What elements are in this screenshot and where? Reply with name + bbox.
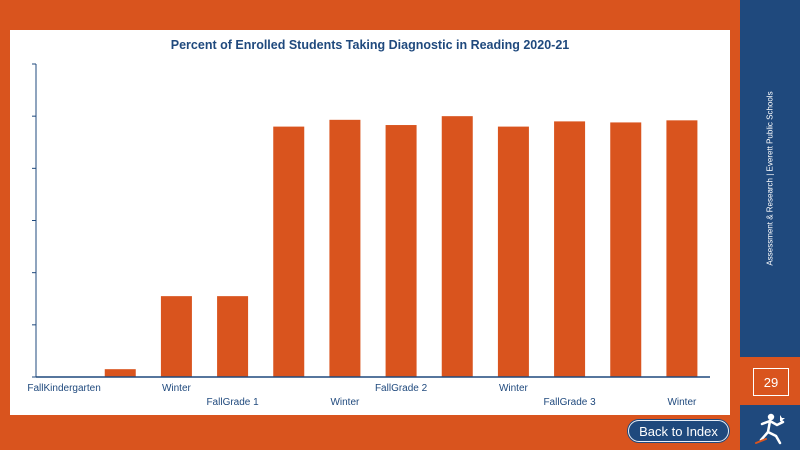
- bar: [385, 125, 417, 377]
- page-number: 29: [753, 368, 789, 396]
- bar: [104, 369, 136, 377]
- x-tick-label: FallKindergarten: [27, 383, 100, 394]
- chart-panel: Percent of Enrolled Students Taking Diag…: [10, 30, 730, 415]
- x-tick-label: Winter: [330, 397, 360, 408]
- runner-logo-icon: [755, 413, 785, 444]
- logo: [740, 405, 800, 450]
- bar: [554, 121, 586, 377]
- x-tick-label: FallGrade 3: [543, 397, 596, 408]
- x-tick-label: Winter: [667, 397, 697, 408]
- bar: [666, 120, 698, 377]
- bar: [160, 296, 192, 377]
- bar: [217, 296, 249, 377]
- sidebar-caption-wrap: Assessment & Research | Everett Public S…: [740, 0, 800, 357]
- bar: [273, 126, 305, 377]
- sidebar: [740, 0, 800, 357]
- bar: [610, 122, 642, 377]
- bar: [497, 126, 529, 377]
- x-tick-label: FallGrade 2: [375, 383, 428, 394]
- chart-title: Percent of Enrolled Students Taking Diag…: [170, 38, 570, 52]
- x-tick-label: FallGrade 1: [206, 397, 259, 408]
- bar: [329, 119, 361, 378]
- x-tick-label: Winter: [162, 383, 192, 394]
- bar-chart: FallKindergarten Winter FallGrade 1 Winter F…: [27, 63, 710, 408]
- bar: [441, 116, 473, 378]
- x-tick-label: Winter: [499, 383, 529, 394]
- back-to-index-button[interactable]: Back to Index: [628, 420, 729, 442]
- sidebar-caption: Assessment & Research | Everett Public S…: [765, 91, 775, 266]
